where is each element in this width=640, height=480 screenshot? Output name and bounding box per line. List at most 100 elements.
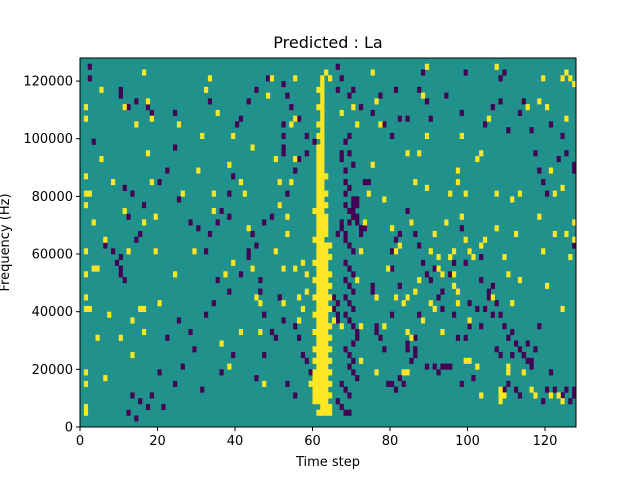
heatmap-cell-low [293, 392, 298, 399]
heatmap-cell-low [347, 363, 352, 370]
heatmap-cell-low [188, 219, 193, 226]
heatmap-cell-low [452, 311, 457, 318]
x-tick-label: 120 [533, 434, 558, 449]
heatmap-cell-high [424, 184, 430, 191]
heatmap-cell-high [316, 386, 321, 393]
heatmap-cell-low [246, 248, 251, 255]
heatmap-cell-high [506, 369, 511, 376]
heatmap-cell-high [393, 248, 399, 255]
heatmap-cell-high [432, 305, 437, 312]
heatmap-cell-high [320, 340, 325, 347]
heatmap-cell-low [335, 86, 340, 93]
heatmap-cell-low [413, 352, 418, 359]
heatmap-cell-low [517, 346, 523, 353]
heatmap-cell-low [355, 202, 360, 209]
heatmap-cell-high [320, 219, 325, 226]
heatmap-cell-high [316, 236, 321, 243]
heatmap-cell-high [328, 346, 333, 353]
heatmap-cell-high [153, 213, 158, 220]
heatmap-cell-high [324, 323, 329, 330]
heatmap-cell-low [463, 69, 468, 76]
heatmap-cell-high [324, 398, 329, 405]
heatmap-cell-high [459, 132, 464, 140]
heatmap-cell-low [483, 305, 488, 312]
heatmap-cell-high [324, 282, 329, 289]
heatmap-cell-high [498, 398, 503, 405]
heatmap-cell-high [316, 121, 321, 128]
heatmap-cell-low [126, 213, 131, 220]
heatmap-cell-low [351, 340, 356, 347]
heatmap-cell-high [289, 179, 294, 186]
y-axis-label: Frequency (Hz) [0, 193, 13, 291]
heatmap-cell-high [552, 190, 557, 197]
heatmap-cell-high [130, 317, 135, 324]
heatmap-cell-high [320, 346, 325, 353]
heatmap-cell-high [180, 190, 185, 197]
heatmap-cell-low [343, 179, 348, 186]
heatmap-cell-low [138, 230, 143, 238]
heatmap-cell-high [304, 288, 309, 295]
heatmap-cell-high [421, 92, 426, 99]
heatmap-cell-high [316, 380, 321, 387]
heatmap-cell-high [293, 156, 298, 163]
heatmap-cell-high [320, 236, 325, 243]
heatmap-cell-low [351, 305, 356, 312]
heatmap-cell-high [339, 323, 344, 330]
heatmap-cell-high [320, 98, 325, 105]
heatmap-cell-high [328, 409, 333, 416]
heatmap-cell-low [498, 98, 503, 105]
heatmap-cell-low [494, 300, 499, 307]
heatmap-cell-low [390, 311, 395, 318]
heatmap-cell-low [335, 230, 340, 238]
heatmap-cell-low [413, 230, 418, 238]
heatmap-cell-low [370, 288, 375, 295]
heatmap-cell-low [118, 265, 123, 272]
heatmap-cell-high [320, 144, 325, 151]
heatmap-cell-high [312, 259, 317, 266]
heatmap-cell-high [401, 369, 406, 376]
heatmap-cell-high [297, 294, 302, 301]
heatmap-cell-high [312, 328, 317, 336]
heatmap-cell-low [444, 363, 449, 370]
heatmap-cell-low [498, 352, 503, 359]
heatmap-cell-high [324, 288, 329, 295]
heatmap-cell-high [556, 392, 561, 399]
heatmap-cell-high [320, 230, 325, 238]
heatmap-cell-low [254, 86, 259, 93]
heatmap-cell-low [564, 150, 569, 157]
heatmap-cell-low [483, 121, 488, 128]
heatmap-cell-high [324, 317, 329, 324]
heatmap-cell-high [564, 115, 569, 122]
heatmap-cell-high [328, 305, 333, 312]
heatmap-cell-low [440, 288, 445, 295]
heatmap-cell-low [545, 386, 550, 393]
heatmap-cell-low [490, 311, 495, 318]
heatmap-cell-high [324, 403, 329, 411]
heatmap-cell-low [529, 363, 534, 370]
heatmap-cell-low [347, 282, 352, 289]
heatmap-cell-low [397, 230, 402, 238]
heatmap-cell-high [316, 196, 321, 203]
heatmap-cell-high [541, 248, 546, 255]
heatmap-cell-high [510, 300, 515, 307]
heatmap-cell-high [316, 311, 321, 318]
heatmap-cell-high [324, 294, 329, 301]
heatmap-cell-low [351, 207, 356, 214]
heatmap-cell-high [324, 173, 329, 180]
heatmap-cell-high [390, 225, 395, 232]
heatmap-cell-low [436, 294, 441, 301]
heatmap-cell-high [153, 248, 158, 255]
heatmap-cell-high [413, 179, 418, 186]
heatmap-cell-low [285, 380, 290, 387]
heatmap-cell-high [424, 132, 430, 140]
heatmap-cell-low [207, 230, 213, 238]
heatmap-cell-high [285, 213, 290, 220]
heatmap-cell-high [324, 305, 329, 312]
heatmap-cell-low [521, 352, 526, 359]
heatmap-cell-high [320, 92, 325, 99]
heatmap-cell-high [316, 305, 321, 312]
heatmap-cell-high [149, 179, 154, 186]
heatmap-cell-high [320, 334, 325, 341]
heatmap-cell-low [281, 132, 286, 140]
heatmap-cell-high [463, 236, 468, 243]
